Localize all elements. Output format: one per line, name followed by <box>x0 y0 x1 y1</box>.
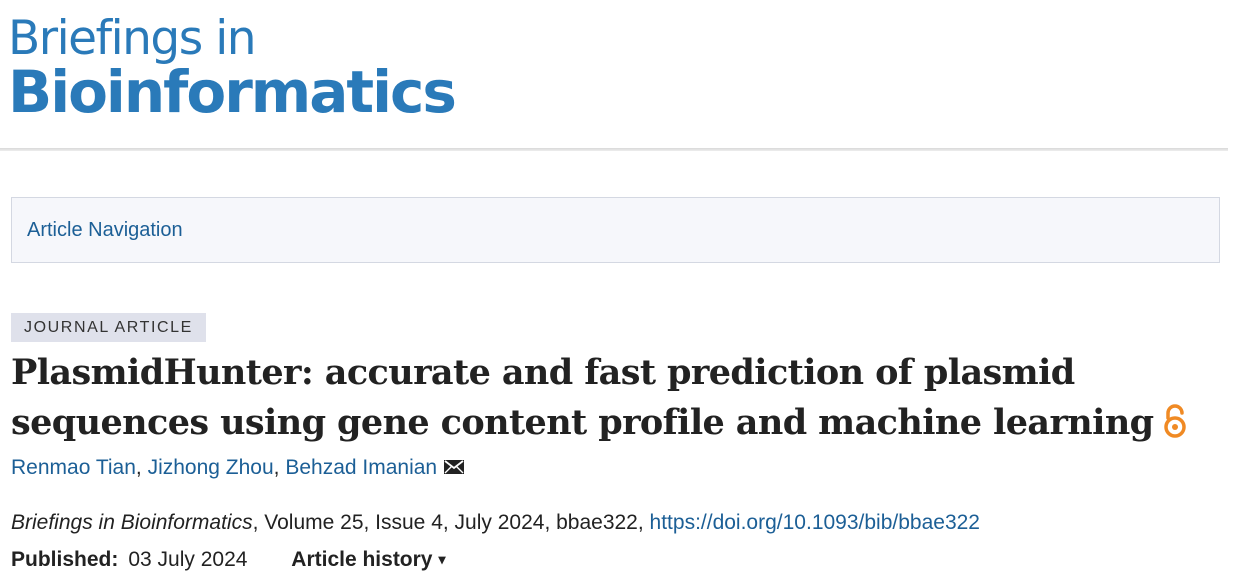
article-title-text: PlasmidHunter: accurate and fast predict… <box>11 352 1154 443</box>
journal-logo[interactable]: Briefings in Bioinformatics <box>8 11 457 126</box>
published-date: 03 July 2024 <box>128 548 248 571</box>
author-link[interactable]: Renmao Tian <box>11 456 136 479</box>
article-navigation-label[interactable]: Article Navigation <box>27 219 183 241</box>
article-history-toggle[interactable]: Article history ▾ <box>291 548 445 571</box>
open-access-lock-icon <box>1163 404 1186 438</box>
logo-line-2: Bioinformatics <box>8 58 457 126</box>
article-history-label: Article history <box>291 548 433 571</box>
published-label: Published: <box>11 548 119 571</box>
article-type-badge: JOURNAL ARTICLE <box>11 313 206 342</box>
chevron-down-icon: ▾ <box>438 551 446 567</box>
citation-details: , Volume 25, Issue 4, July 2024, bbae322… <box>252 511 650 534</box>
article-navigation-box[interactable]: Article Navigation <box>11 197 1220 263</box>
logo-line-1: Briefings in <box>8 11 257 66</box>
author-link[interactable]: Jizhong Zhou <box>147 456 274 479</box>
doi-link[interactable]: https://doi.org/10.1093/bib/bbae322 <box>649 511 980 534</box>
article-title: PlasmidHunter: accurate and fast predict… <box>11 348 1226 448</box>
citation-line: Briefings in Bioinformatics, Volume 25, … <box>11 511 980 535</box>
author-separator: , <box>135 456 148 479</box>
author-link[interactable]: Behzad Imanian <box>285 456 438 479</box>
envelope-icon[interactable] <box>443 458 465 476</box>
header-divider <box>0 148 1228 151</box>
citation-journal: Briefings in Bioinformatics <box>11 511 253 534</box>
author-separator: , <box>273 456 286 479</box>
author-list: Renmao Tian, Jizhong Zhou, Behzad Imania… <box>11 456 465 480</box>
published-row: Published: 03 July 2024 Article history ▾ <box>11 548 446 572</box>
